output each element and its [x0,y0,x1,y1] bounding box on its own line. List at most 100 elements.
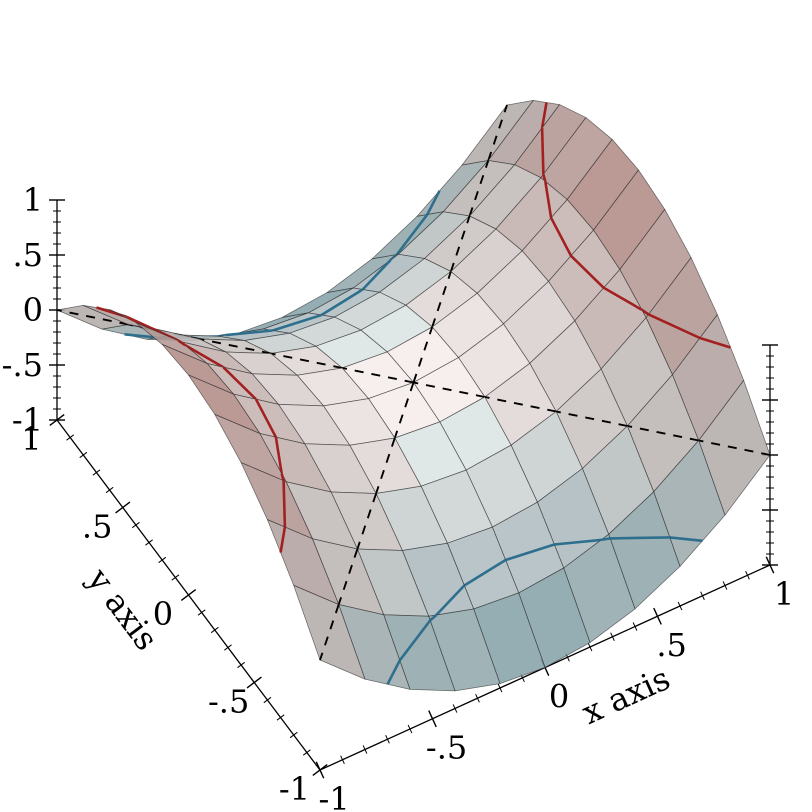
y-axis-tick [210,626,219,634]
x-axis-tick [385,734,390,744]
y-axis-tick [180,589,197,601]
x-axis-tick-label: 0 [549,677,569,715]
contour-line [505,543,555,562]
z-axis-tick-label: -.5 [2,346,43,384]
y-axis-tick-label: -.5 [208,683,249,721]
zero-isoline-dashed [56,309,129,326]
contour-line [225,329,273,337]
x-axis-tick [315,761,325,779]
contour-line [124,333,158,339]
surface-mesh [56,100,771,692]
zero-isoline-dashed [555,410,628,427]
contour-line [570,254,605,289]
y-axis-tick [132,521,140,529]
contour-line [361,259,392,291]
zero-isoline-dashed [270,352,343,369]
x-axis-tick [610,632,615,642]
x-axis-tick [362,745,368,754]
x-axis-tick [428,710,437,728]
x-axis-tick [452,704,458,713]
x-axis-tick [475,693,480,703]
contour-line [274,436,283,474]
y-axis-tick-label: 0 [153,595,173,633]
y-axis-tick-label: 1 [21,420,41,458]
z-axis-tick-label: 1 [23,181,43,219]
z-axis-tick-label: 0 [23,291,43,329]
contour-line [282,480,287,528]
y-axis-tick [276,714,285,721]
contour-line [549,217,573,257]
contour-line [254,398,278,438]
x-axis-label: x axis [576,659,675,732]
zero-isoline-dashed [627,425,699,442]
zero-isoline-dashed [199,338,272,355]
z-axis-tick-label: -1 [12,401,43,439]
contour-line [398,619,432,662]
x-axis-tick [653,607,662,625]
x-axis-tick [407,724,413,734]
contour-line [280,473,285,481]
y-axis-tick [145,539,153,546]
x-axis-tick [632,622,638,631]
x-axis-tick-label: 1 [774,575,794,613]
y-axis-tick [246,676,262,689]
contour-line [544,181,553,219]
y-axis-tick [171,574,180,581]
contour-line [386,659,401,685]
contour-line [429,614,438,622]
y-axis-tick [197,609,206,616]
x-axis-tick [587,642,593,652]
contour-line [540,102,548,129]
contour-line [184,344,224,369]
contour-line [222,366,257,401]
y-axis-tick [66,434,75,441]
contour-line [463,558,507,587]
x-axis-tick [497,683,503,693]
contour-line [426,190,441,216]
y-axis-tick [263,696,272,704]
z-axis-tick-label: .5 [12,236,43,274]
y-axis-tick [237,661,245,669]
x-axis-tick [700,591,705,601]
y-axis-tick [92,469,101,476]
contour-line [648,313,701,340]
contour-line [395,213,429,256]
x-axis-tick-label: -.5 [426,729,467,767]
y-axis-tick [302,749,311,756]
y-axis-tick [158,556,167,564]
x-axis-tick [722,581,728,590]
zero-isoline-dashed [413,381,485,398]
zero-isoline-dashed [698,439,771,456]
contour-line [699,336,731,349]
x-axis-tick [765,556,775,574]
y-axis-tick [79,451,88,459]
x-axis-tick [677,601,683,611]
contour-line [600,537,611,542]
contour-line [435,584,466,616]
zero-isoline-dashed [484,396,557,413]
contour-line [640,308,650,316]
y-axis-tick [224,644,232,651]
y-axis-tick-label: .5 [82,508,113,546]
contour-line [177,339,187,347]
contour-line [603,286,643,311]
contour-line [272,313,322,332]
y-axis-tick [115,501,131,514]
x-axis-tick-label: -1 [319,780,350,812]
contour-line [279,526,287,553]
y-axis-tick-label: -1 [279,770,310,808]
x-axis-tick-label: .5 [656,626,687,664]
zero-isoline-dashed [342,367,414,384]
y-axis-tick [105,486,114,494]
contour-line [542,174,547,182]
x-axis-tick [340,755,345,765]
contour-line [320,288,364,317]
y-axis-tick [49,414,65,426]
x-axis-tick [745,570,750,580]
contour-line [610,536,670,540]
contour-line [540,127,545,175]
y-axis-tick [289,731,298,739]
contour-line [669,536,703,543]
